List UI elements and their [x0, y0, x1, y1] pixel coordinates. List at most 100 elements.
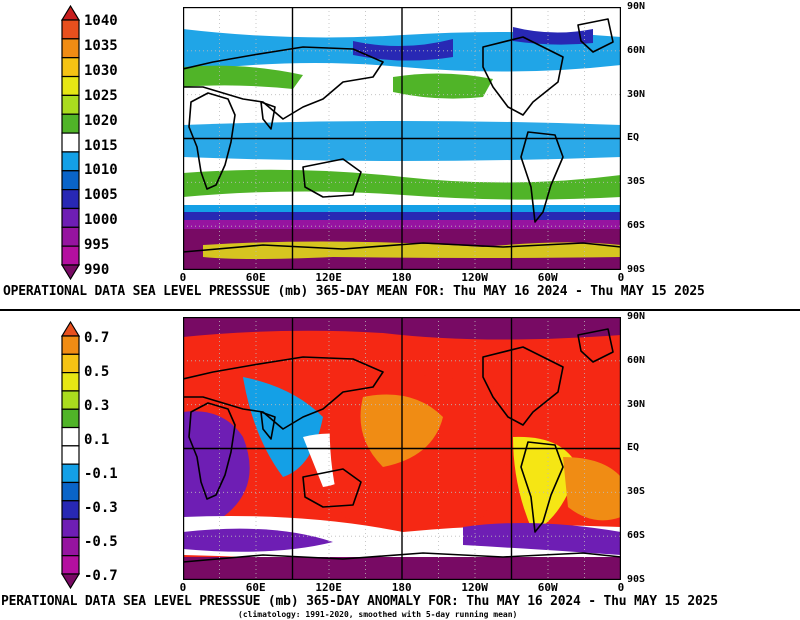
colorbar-swatch	[61, 113, 80, 134]
colorbar-label: 1030	[84, 62, 118, 79]
colorbar-swatch	[61, 555, 80, 575]
colorbar-label: 1005	[84, 187, 118, 204]
colorbar-swatch	[61, 518, 80, 538]
colorbar-label: 0.7	[84, 330, 110, 346]
panel-divider	[0, 309, 800, 311]
colorbar-swatch	[61, 245, 80, 266]
anomaly-slp-panel: 0.7 0.5 0.3 0.1 -0.1 -0.3 -0.5 -0.7 0 60E 120E 180…	[0, 310, 800, 620]
mean-colorbar	[60, 4, 80, 281]
lat-tick-label: EQ	[627, 132, 640, 144]
lat-tick-label: 60N	[627, 44, 646, 56]
colorbar-swatch	[61, 189, 80, 210]
siberian-high	[183, 65, 303, 89]
mean-slp-map	[183, 7, 621, 270]
anomaly-slp-map	[183, 317, 621, 580]
colorbar-label: -0.1	[84, 466, 118, 482]
colorbar-swatch	[61, 536, 80, 557]
colorbar-bottom-arrow	[60, 264, 80, 281]
colorbar-label: 1020	[84, 112, 118, 129]
mean-slp-panel: 1040 1035 1030 1025 1020 1015 1010 1005 1000 995 9…	[3, 1, 705, 300]
colorbar-swatch	[61, 408, 80, 429]
coastline	[302, 468, 362, 508]
lat-tick-label: 90S	[627, 263, 646, 275]
lon-tick-label: 120E	[315, 581, 342, 594]
colorbar-label: 1010	[84, 162, 118, 179]
coastline	[188, 92, 236, 190]
coastline	[183, 46, 384, 120]
colorbar-swatch	[61, 335, 80, 355]
colorbar-swatch	[61, 132, 80, 153]
coastline	[260, 101, 276, 130]
lat-tick-label: EQ	[627, 442, 640, 454]
colorbar-label: 0.1	[84, 432, 110, 448]
colorbar-swatch	[61, 426, 80, 447]
lon-tick-label: 0	[179, 581, 187, 594]
colorbar-swatch	[61, 463, 80, 484]
colorbar-swatch	[61, 38, 80, 59]
colorbar-swatch	[61, 353, 80, 374]
lon-tick-label: 60W	[537, 271, 558, 284]
lon-tick-label: 60E	[245, 581, 266, 594]
anomaly-caption: PERATIONAL DATA SEA LEVEL PRESSSUE (mb) …	[1, 594, 718, 609]
coastline	[183, 242, 621, 270]
mean-caption: OPERATIONAL DATA SEA LEVEL PRESSSUE (mb)…	[3, 284, 705, 299]
lat-tick-label: 60S	[627, 530, 646, 541]
colorbar-top-arrow	[60, 4, 80, 21]
lon-tick-label: 0	[617, 271, 625, 284]
coastline	[577, 18, 614, 53]
colorbar-label: 0.3	[84, 398, 110, 414]
asia-negative-anomaly	[243, 377, 323, 477]
colorbar-bottom-arrow	[60, 573, 80, 590]
colorbar-swatch	[61, 75, 80, 96]
lat-tick-label: 30S	[627, 176, 646, 188]
coastline	[188, 402, 236, 500]
colorbar-swatch	[61, 57, 80, 78]
lon-tick-label: 120E	[315, 271, 342, 284]
icelandic-low	[513, 27, 593, 45]
lon-tick-label: 0	[179, 271, 187, 284]
colorbar-label: -0.5	[84, 534, 118, 550]
lat-tick-label: 30N	[627, 88, 646, 100]
southern-atlantic-negative	[463, 523, 621, 555]
lat-tick-label: 30N	[627, 398, 646, 410]
coastline	[520, 441, 564, 533]
colorbar-swatch	[61, 390, 80, 410]
colorbar-label: 995	[84, 237, 110, 254]
lat-tick-label: 60N	[627, 354, 646, 366]
anomaly-colorbar	[60, 320, 80, 590]
colorbar-label: 1040	[84, 13, 118, 29]
colorbar-label: 1035	[84, 37, 118, 54]
lon-tick-label: 0	[617, 581, 625, 594]
coastline	[577, 328, 614, 363]
lon-tick-label: 60W	[537, 581, 558, 594]
colorbar-top-arrow	[60, 320, 80, 337]
coastline	[183, 356, 384, 430]
colorbar-swatch	[61, 94, 80, 115]
lon-tick-label: 60E	[245, 271, 266, 284]
colorbar-label: 1015	[84, 137, 118, 154]
colorbar-swatch	[61, 445, 80, 465]
aleutian-low	[353, 39, 453, 61]
pacific-high	[393, 73, 493, 99]
coastline	[260, 411, 276, 440]
colorbar-swatch	[61, 151, 80, 172]
colorbar-label: -0.7	[84, 568, 118, 584]
colorbar-swatch	[61, 19, 80, 40]
colorbar-label: 1000	[84, 212, 118, 229]
colorbar-swatch	[61, 226, 80, 247]
atlantic-anomaly	[563, 457, 621, 521]
coastline	[482, 36, 564, 116]
lat-tick-label: 30S	[627, 486, 646, 498]
colorbar-label: 0.5	[84, 364, 110, 380]
colorbar-swatch	[61, 372, 80, 392]
colorbar-swatch	[61, 207, 80, 228]
coastline	[302, 158, 362, 198]
coastline	[482, 346, 564, 426]
coastline	[520, 131, 564, 223]
anomaly-subcaption: (climatology: 1991-2020, smoothed with 5…	[238, 610, 518, 619]
lon-tick-label: 180	[391, 271, 412, 284]
lat-tick-label: 90N	[627, 1, 646, 12]
lat-tick-label: 90N	[627, 311, 646, 322]
colorbar-swatch	[61, 500, 80, 520]
lon-tick-label: 120W	[461, 271, 488, 284]
